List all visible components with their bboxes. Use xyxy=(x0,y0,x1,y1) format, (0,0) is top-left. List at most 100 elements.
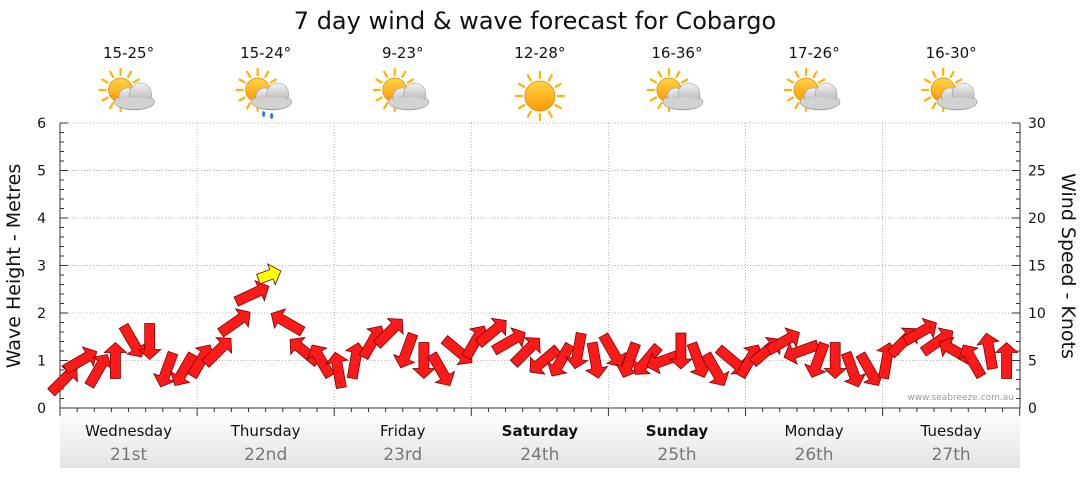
y-left-tick-label: 6 xyxy=(37,116,46,132)
day-date-label: 25th xyxy=(657,445,696,465)
cloud-shape xyxy=(251,82,292,111)
day-name-label: Monday xyxy=(784,422,843,440)
day-name-label: Tuesday xyxy=(920,422,982,440)
cloud-shape xyxy=(799,82,841,111)
wind-arrow xyxy=(217,308,251,338)
day-temp-range: 17-26° xyxy=(789,44,840,62)
chart-title: 7 day wind & wave forecast for Cobargo xyxy=(294,7,776,35)
wind-arrow xyxy=(392,331,419,369)
axes: 0 1 2 3 4 5 6 0 5 10 15 20 25 30 xyxy=(37,116,1046,417)
cloud-shape xyxy=(388,82,430,111)
wind-arrow xyxy=(686,341,713,378)
day-temp-range: 15-25° xyxy=(103,44,154,62)
wind-arrow xyxy=(306,344,335,380)
y-axis-left-label: Wave Height - Metres xyxy=(3,164,25,368)
raindrops xyxy=(262,111,274,119)
partly-cloudy-icon xyxy=(783,67,841,113)
wind-arrow xyxy=(118,322,147,358)
y-right-tick-label: 5 xyxy=(1028,354,1037,370)
wind-arrow xyxy=(325,351,349,390)
day-temp-range: 16-36° xyxy=(651,44,702,62)
day-name-label: Saturday xyxy=(502,422,579,440)
wind-arrow xyxy=(615,341,641,378)
wind-arrow xyxy=(646,349,683,375)
day-date-label: 26th xyxy=(795,445,834,465)
sun-icon xyxy=(514,70,565,122)
wind-arrow xyxy=(372,318,404,349)
day-temp-range: 16-30° xyxy=(926,44,977,62)
wind-arrow xyxy=(783,339,821,365)
partly-cloudy-icon xyxy=(646,67,704,113)
y-right-tick-label: 0 xyxy=(1028,401,1037,417)
y-axis-right-label: Wind Speed - Knots xyxy=(1057,173,1079,359)
y-left-tick-label: 1 xyxy=(37,354,46,370)
day-date-label: 24th xyxy=(520,445,559,465)
cloud-shape xyxy=(114,82,155,111)
wind-arrow xyxy=(632,342,663,375)
wind-arrows xyxy=(47,263,1019,397)
y-left-tick-label: 3 xyxy=(37,259,46,275)
wind-arrow xyxy=(427,351,456,387)
y-left-tick-label: 2 xyxy=(37,306,46,322)
y-left-tick-label: 4 xyxy=(37,211,46,227)
day-temp-range: 12-28° xyxy=(514,44,565,62)
wind-arrow xyxy=(958,344,987,380)
wind-arrow xyxy=(902,317,937,346)
wind-arrow-peak xyxy=(256,263,282,286)
wind-arrow xyxy=(840,350,867,388)
cloud-shape xyxy=(662,82,704,111)
wind-arrow xyxy=(855,351,884,387)
wind-arrow xyxy=(84,353,113,389)
day-labels: Wednesday 21st Thursday 22nd Friday 23rd Satur… xyxy=(85,422,982,465)
wind-arrow xyxy=(765,327,800,356)
day-name-label: Sunday xyxy=(646,422,709,440)
day-date-label: 27th xyxy=(932,445,971,465)
wind-arrow xyxy=(823,342,848,380)
wind-arrow xyxy=(546,341,575,377)
wind-arrow xyxy=(411,342,436,380)
watermark: www.seabreeze.com.au xyxy=(907,393,1014,403)
partly-cloudy-icon xyxy=(98,67,155,113)
day-label-band xyxy=(60,408,1020,468)
y-left-tick-label: 5 xyxy=(37,164,46,180)
wind-arrow xyxy=(994,341,1019,379)
day-date-label: 21st xyxy=(110,445,147,465)
wind-arrow xyxy=(103,341,128,379)
cloud-shape xyxy=(936,82,978,111)
day-name-label: Friday xyxy=(380,422,426,440)
partly-cloudy-icon xyxy=(372,67,430,113)
wind-arrow xyxy=(490,327,526,356)
wind-arrow xyxy=(701,351,730,387)
y-right-tick-label: 10 xyxy=(1028,306,1046,322)
day-date-label: 22nd xyxy=(244,445,287,465)
y-left-tick-label: 0 xyxy=(37,401,46,417)
wind-arrow xyxy=(529,344,562,375)
sun-rays xyxy=(514,70,565,122)
wind-arrow xyxy=(804,341,830,378)
day-date-label: 23rd xyxy=(383,445,422,465)
wind-arrow xyxy=(564,331,589,370)
wind-arrow xyxy=(169,351,198,387)
cloud-sun-rain-icon xyxy=(235,67,292,119)
y-right-tick-label: 15 xyxy=(1028,259,1046,275)
day-name-label: Wednesday xyxy=(85,422,172,440)
day-temp-range: 15-24° xyxy=(240,44,291,62)
day-temp-range: 9-23° xyxy=(382,44,424,62)
wind-arrow xyxy=(152,350,179,388)
day-header: 15-25° 15-24° 9-23° 12-28° 16-36° 17-26° 16-30… xyxy=(98,44,978,122)
wind-arrow xyxy=(233,279,270,307)
y-right-tick-label: 25 xyxy=(1028,164,1046,180)
day-name-label: Thursday xyxy=(230,422,301,440)
wind-arrow xyxy=(474,317,507,348)
wind-arrow xyxy=(137,323,162,361)
y-right-tick-label: 30 xyxy=(1028,116,1046,132)
wind-arrow xyxy=(584,341,609,379)
wind-arrow xyxy=(668,332,693,370)
wind-arrow xyxy=(270,308,306,337)
y-right-tick-label: 20 xyxy=(1028,211,1046,227)
wind-arrow xyxy=(976,332,1000,371)
wind-arrow xyxy=(598,332,627,368)
partly-cloudy-icon xyxy=(921,67,978,113)
